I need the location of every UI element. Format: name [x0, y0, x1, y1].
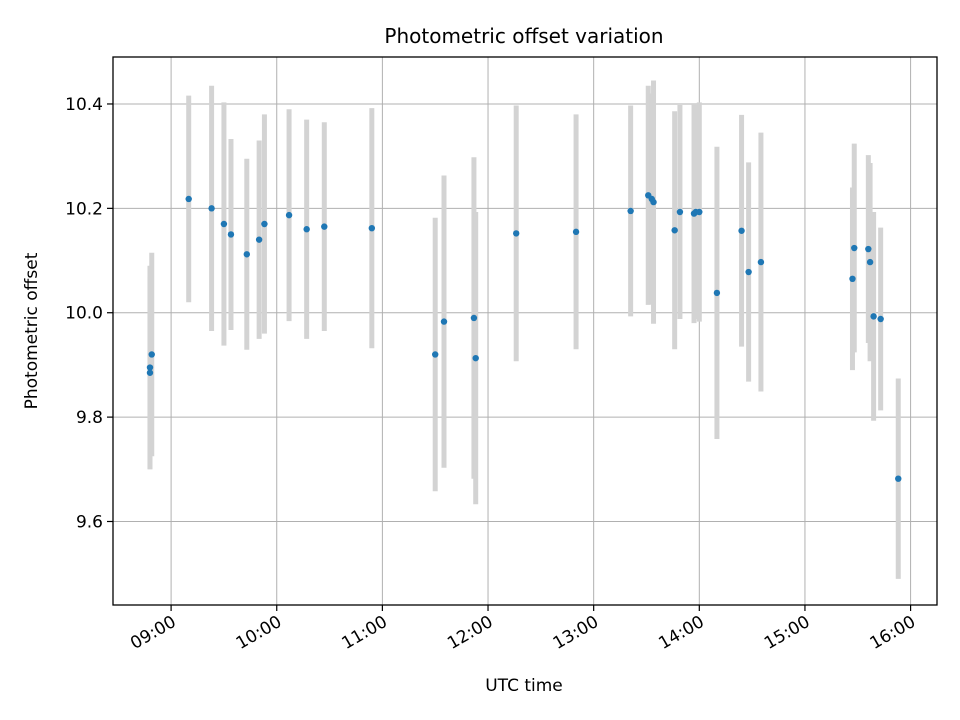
x-axis-label: UTC time: [485, 676, 563, 696]
data-point: [713, 289, 721, 297]
y-tick-label: 10.0: [65, 304, 103, 324]
data-point: [261, 220, 268, 228]
data-point: [512, 230, 520, 237]
data-point: [285, 211, 293, 219]
data-point: [303, 226, 310, 233]
data-point: [671, 227, 678, 234]
data-point: [185, 195, 192, 203]
data-point: [146, 364, 154, 371]
data-point: [745, 268, 752, 276]
data-point: [220, 220, 228, 228]
data-point: [572, 228, 580, 236]
data-point: [866, 258, 874, 266]
data-point: [470, 314, 478, 322]
data-point: [738, 227, 745, 234]
chart-title: Photometric offset variation: [384, 24, 663, 48]
data-point: [148, 351, 155, 358]
data-point: [432, 351, 439, 358]
data-point: [368, 224, 376, 232]
data-point: [877, 315, 884, 323]
y-tick-label: 10.2: [65, 199, 103, 219]
data-point: [696, 208, 703, 216]
data-point: [243, 251, 251, 258]
data-point: [627, 207, 634, 215]
data-point: [870, 313, 877, 320]
data-point: [227, 231, 235, 238]
data-point: [255, 236, 263, 243]
data-point: [849, 275, 856, 283]
y-tick-label: 10.4: [65, 95, 103, 115]
data-point: [472, 354, 479, 362]
data-point: [676, 208, 684, 216]
data-point: [440, 318, 448, 325]
data-point: [895, 475, 902, 482]
point-layer: [146, 192, 902, 482]
plot-frame: [112, 56, 938, 606]
data-point: [650, 198, 657, 206]
y-tick-label: 9.8: [76, 408, 103, 428]
data-point: [757, 258, 765, 266]
y-tick-label: 9.6: [76, 512, 103, 532]
data-point: [146, 369, 154, 376]
data-point: [321, 223, 328, 230]
y-axis-label: Photometric offset: [22, 252, 42, 409]
data-point: [851, 244, 858, 252]
data-point: [865, 245, 872, 253]
data-point: [208, 205, 215, 212]
